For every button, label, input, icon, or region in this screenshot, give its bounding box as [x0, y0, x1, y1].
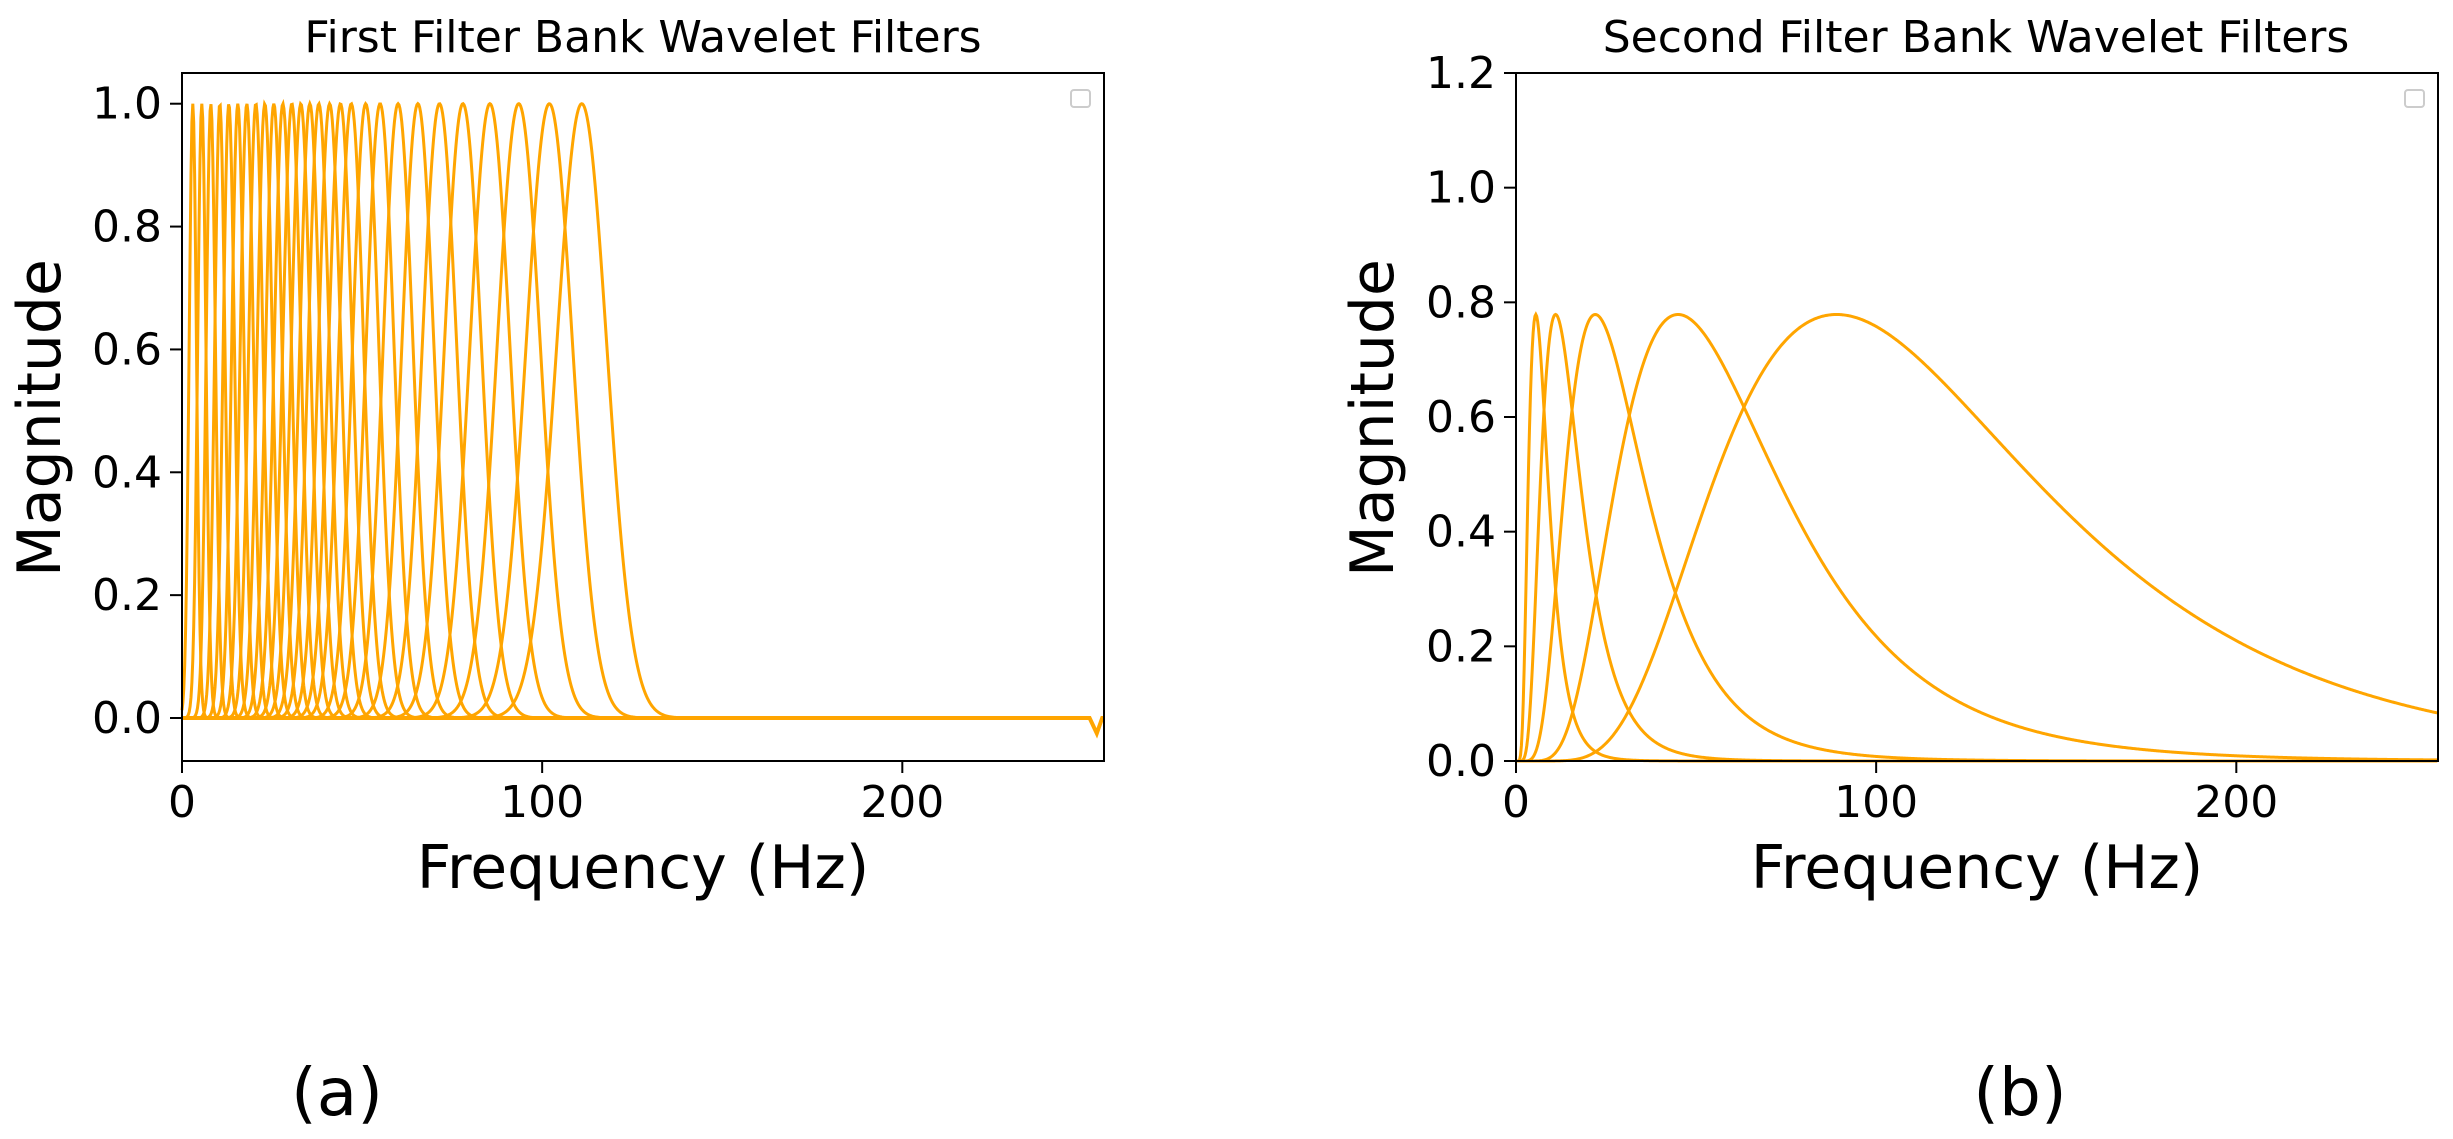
- y-tick-label: 0.6: [1426, 392, 1496, 443]
- panel-a-label: (a): [291, 1054, 383, 1131]
- filter-curve: [433, 102, 666, 720]
- panel-a-ticks: 0 100 200 0.0 0.2 0.4 0.6 0.8 1.0: [92, 79, 944, 828]
- filter-curve: [220, 102, 292, 720]
- filter-curve: [265, 100, 372, 720]
- panel-a: First Filter Bank Wavelet Filters 0 100 20…: [5, 12, 1105, 1131]
- panel-b-legend-box: [2404, 89, 2425, 108]
- panel-a-plot-frame: [181, 72, 1105, 762]
- y-tick-label: 1.0: [92, 79, 162, 130]
- panel-a-title: First Filter Bank Wavelet Filters: [304, 12, 981, 63]
- y-tick-label: 1.2: [1426, 48, 1496, 99]
- y-tick-label: 0.8: [92, 202, 162, 253]
- filter-curve: [1516, 312, 2438, 763]
- y-tick-label: 0.4: [1426, 507, 1496, 558]
- filter-curve: [299, 100, 432, 720]
- filter-curve: [1516, 312, 2438, 763]
- panel-a-y-axis-label: Magnitude: [5, 259, 75, 577]
- panel-b: Second Filter Bank Wavelet Filters 0 100 2…: [1338, 12, 2439, 1131]
- panel-a-curves: [180, 98, 1105, 739]
- filter-curve: [389, 101, 590, 720]
- y-tick-label: 0.2: [92, 570, 162, 621]
- filter-curve: [456, 102, 707, 720]
- y-tick-label: 1.0: [1426, 163, 1496, 214]
- filter-curve: [226, 99, 303, 720]
- y-tick-label: 0.6: [92, 324, 162, 375]
- panel-a-legend-box: [1070, 89, 1091, 108]
- panel-b-curves: [1516, 311, 2438, 763]
- baseline-curve: [182, 716, 1105, 739]
- filter-curve: [1516, 312, 2438, 763]
- filter-curve: [194, 102, 246, 720]
- panel-b-label: (b): [1973, 1054, 2066, 1131]
- x-tick-label: 200: [2194, 777, 2278, 828]
- panel-b-x-axis-label: Frequency (Hz): [1751, 833, 2203, 903]
- x-tick-label: 0: [168, 777, 196, 828]
- filter-curve: [259, 99, 361, 720]
- filter-curve: [207, 103, 269, 720]
- x-tick-label: 0: [1502, 777, 1530, 828]
- filter-curve: [1516, 312, 2438, 763]
- panel-b-title: Second Filter Bank Wavelet Filters: [1603, 12, 2350, 63]
- x-tick-label: 100: [1834, 777, 1918, 828]
- panel-a-x-axis-label: Frequency (Hz): [417, 833, 869, 903]
- filter-curve: [1516, 311, 2438, 763]
- panel-b-ticks: 0 100 200 0.0 0.2 0.4 0.6 0.8 1.0 1.2: [1426, 48, 2278, 828]
- y-tick-label: 0.0: [92, 693, 162, 744]
- y-tick-label: 0.2: [1426, 621, 1496, 672]
- x-tick-label: 200: [860, 777, 944, 828]
- y-tick-label: 0.4: [92, 447, 162, 498]
- filter-curve: [370, 101, 555, 720]
- y-tick-label: 0.8: [1426, 277, 1496, 328]
- y-tick-label: 0.0: [1426, 736, 1496, 787]
- panel-b-y-axis-label: Magnitude: [1338, 259, 1408, 577]
- panel-b-plot-frame: [1515, 72, 2439, 762]
- x-tick-label: 100: [500, 777, 584, 828]
- filter-curve: [289, 101, 413, 720]
- filter-curve: [410, 102, 627, 720]
